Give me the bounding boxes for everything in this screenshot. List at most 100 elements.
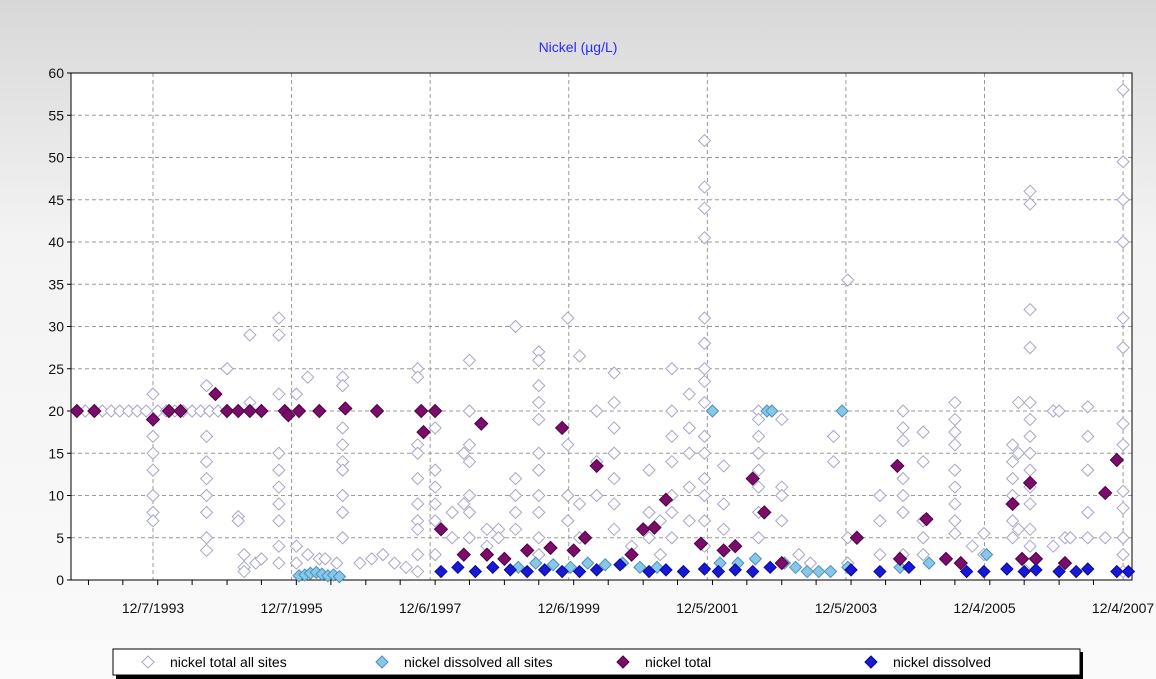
marker-total-all-sites xyxy=(665,531,679,545)
legend-label-4: nickel dissolved xyxy=(893,654,991,670)
marker-total-all-sites xyxy=(428,514,442,528)
marker-total-all-sites xyxy=(532,378,546,393)
marker-dissolved-all-sites xyxy=(979,547,994,562)
marker-total xyxy=(774,555,789,571)
x-tick-label: 12/6/1999 xyxy=(538,600,600,616)
marker-total-all-sites xyxy=(462,438,477,452)
marker-total xyxy=(890,458,905,474)
marker-total-all-sites xyxy=(697,471,712,486)
marker-total xyxy=(69,403,85,419)
marker-total-all-sites xyxy=(697,311,712,325)
marker-total xyxy=(624,547,639,562)
marker-total-all-sites xyxy=(272,539,286,553)
marker-dissolved xyxy=(711,564,726,579)
marker-total-all-sites xyxy=(272,556,286,570)
legend-marker-3 xyxy=(616,655,630,669)
legend-label-3: nickel total xyxy=(645,654,711,670)
marker-total xyxy=(1022,475,1038,491)
marker-total-all-sites xyxy=(896,488,910,503)
marker-total-all-sites xyxy=(428,463,442,477)
marker-total-all-sites xyxy=(697,514,712,528)
marker-total-all-sites xyxy=(682,421,697,435)
marker-dissolved-all-sites xyxy=(812,564,826,579)
marker-total xyxy=(1005,496,1020,512)
marker-dissolved-all-sites xyxy=(922,556,936,570)
y-tick-label: 45 xyxy=(48,192,64,208)
marker-total-all-sites xyxy=(335,505,350,520)
marker-total-all-sites xyxy=(387,556,402,570)
marker-total-all-sites xyxy=(146,514,160,528)
marker-total-all-sites xyxy=(1023,302,1037,317)
marker-total-all-sites xyxy=(1011,395,1026,410)
marker-total-all-sites xyxy=(607,366,621,380)
marker-total-all-sites xyxy=(751,429,766,444)
marker-total-all-sites xyxy=(243,328,257,342)
marker-dissolved xyxy=(959,564,974,579)
marker-total-all-sites xyxy=(682,446,697,460)
marker-dissolved xyxy=(1000,562,1014,576)
marker-total-all-sites xyxy=(682,387,697,401)
marker-total xyxy=(414,403,429,419)
marker-total-all-sites xyxy=(896,404,910,418)
marker-total-all-sites xyxy=(272,514,286,528)
marker-dissolved xyxy=(572,564,587,579)
marker-total-all-sites xyxy=(561,438,575,452)
marker-total-all-sites xyxy=(1005,438,1020,452)
marker-total-all-sites xyxy=(775,412,789,427)
marker-total-all-sites xyxy=(948,497,962,511)
y-tick-label: 0 xyxy=(56,572,64,588)
marker-total-all-sites xyxy=(665,362,679,376)
marker-dissolved xyxy=(1081,562,1095,576)
marker-total-all-sites xyxy=(335,378,350,393)
marker-total-all-sites xyxy=(301,370,315,384)
marker-total-all-sites xyxy=(697,180,712,194)
marker-total-all-sites xyxy=(751,446,766,460)
marker-total-all-sites xyxy=(607,446,621,460)
marker-dissolved-all-sites xyxy=(598,558,612,572)
marker-total-all-sites xyxy=(462,404,477,418)
marker-total-all-sites xyxy=(532,446,546,460)
legend-marker-2 xyxy=(375,655,389,669)
marker-total-all-sites xyxy=(301,547,315,562)
marker-dissolved-all-sites xyxy=(835,404,849,418)
marker-total-all-sites xyxy=(335,438,350,452)
marker-dissolved xyxy=(1017,564,1031,579)
marker-total-all-sites xyxy=(237,564,251,579)
y-tick-label: 10 xyxy=(48,488,64,504)
marker-dissolved xyxy=(1069,564,1083,579)
marker-total-all-sites xyxy=(697,429,712,444)
marker-dissolved xyxy=(745,564,760,579)
marker-total-all-sites xyxy=(826,429,841,444)
marker-total-all-sites xyxy=(665,404,679,418)
marker-total-all-sites xyxy=(775,488,789,503)
marker-total xyxy=(716,543,731,558)
marker-dissolved xyxy=(555,564,569,579)
marker-total xyxy=(1014,551,1030,567)
marker-total-all-sites xyxy=(220,362,234,376)
series-3 xyxy=(69,386,1125,571)
marker-total-all-sites xyxy=(199,543,214,558)
marker-total-all-sites xyxy=(775,514,789,528)
marker-total-all-sites xyxy=(589,404,604,418)
marker-total-all-sites xyxy=(948,395,962,410)
marker-total xyxy=(254,403,269,419)
x-tick-label: 12/5/2001 xyxy=(676,600,738,616)
marker-total-all-sites xyxy=(1063,531,1078,545)
marker-total-all-sites xyxy=(965,539,980,553)
marker-total-all-sites xyxy=(146,429,160,444)
marker-total-all-sites xyxy=(199,488,214,503)
marker-total xyxy=(635,522,651,537)
marker-dissolved xyxy=(613,558,627,572)
marker-total-all-sites xyxy=(410,497,425,511)
marker-total-all-sites xyxy=(376,547,390,562)
marker-total-all-sites xyxy=(272,328,286,342)
marker-total-all-sites xyxy=(410,522,425,537)
marker-total xyxy=(554,420,570,436)
marker-total-all-sites xyxy=(1023,197,1037,211)
marker-total-all-sites xyxy=(272,497,286,511)
marker-total-all-sites xyxy=(1005,471,1020,486)
marker-total-all-sites xyxy=(1081,531,1095,545)
marker-dissolved xyxy=(486,560,500,575)
x-tick-label: 12/4/2005 xyxy=(953,600,1015,616)
marker-total-all-sites xyxy=(792,547,806,562)
